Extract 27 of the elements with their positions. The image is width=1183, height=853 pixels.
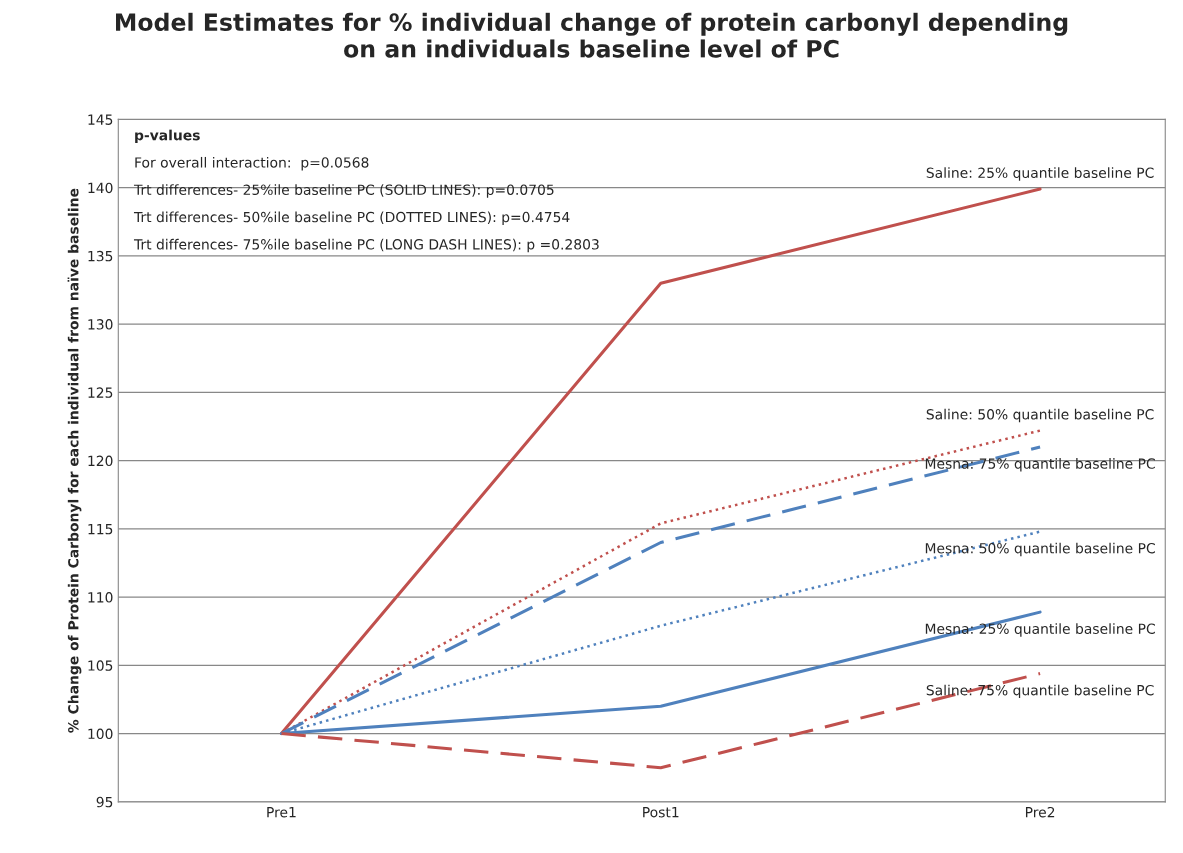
- x-tick-label: Pre1: [267, 807, 296, 818]
- series-label: Mesna: 25% quantile baseline PC: [925, 623, 1155, 637]
- series-label: Mesna: 50% quantile baseline PC: [925, 542, 1155, 557]
- y-tick-label: 145: [88, 114, 113, 125]
- y-tick-label: 120: [88, 455, 113, 467]
- annotation: For overall interaction: p=0.0568: [135, 156, 369, 171]
- series-label: Saline: 25% quantile baseline PC: [926, 167, 1154, 181]
- y-tick-label: 110: [88, 592, 113, 603]
- annotation: Trt differences- 75%ile baseline PC (LONG DASH LINES): p =0.2803: [133, 238, 599, 253]
- series-label: Mesna: 75% quantile baseline PC: [925, 458, 1155, 472]
- annotation: Trt differences- 50%ile baseline PC (DOTTED LINES): p=0.4754: [133, 211, 570, 225]
- y-tick-label: 140: [88, 182, 113, 194]
- annotation: Trt differences- 25%ile baseline PC (SOLID LINES): p=0.0705: [133, 184, 554, 198]
- x-tick-label: Post1: [643, 807, 679, 818]
- annotation: p-values: [135, 129, 200, 144]
- y-tick-label: 105: [88, 660, 113, 671]
- y-tick-label: 125: [88, 387, 113, 398]
- y-tick-label: 100: [88, 728, 113, 740]
- chart-title: Model Estimates for % individual change of protein carbonyl depending on an individuals baseline level of PC: [116, 12, 1068, 58]
- series-label: Saline: 75% quantile baseline PC: [926, 684, 1154, 699]
- y-tick-label: 115: [88, 524, 113, 535]
- y-tick-label: 135: [88, 250, 113, 262]
- y-tick-label: 95: [96, 796, 113, 808]
- y-tick-label: 130: [88, 319, 113, 330]
- series-label: Saline: 50% quantile baseline PC: [926, 408, 1154, 423]
- x-tick-label: Pre2: [1025, 806, 1055, 818]
- y-axis-title: % Change of Protein Carbonyl for each individual from naïve baseline: [67, 188, 82, 733]
